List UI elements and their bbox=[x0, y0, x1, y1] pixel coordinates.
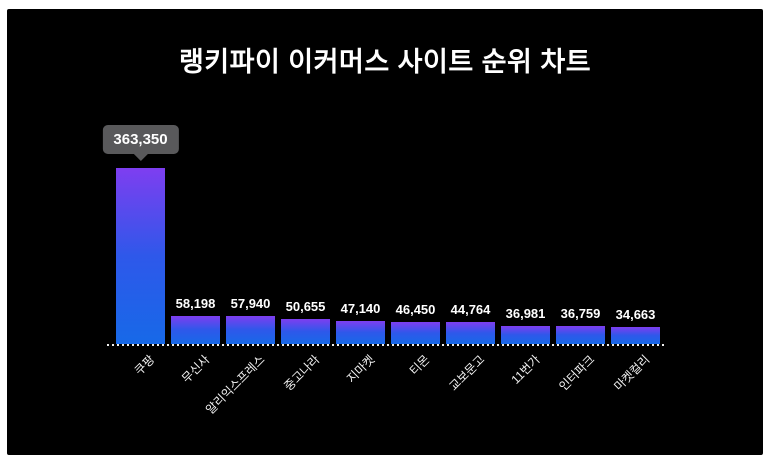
bar-value-label: 57,940 bbox=[230, 296, 271, 311]
tooltip-pointer-icon bbox=[133, 154, 148, 161]
bar-티몬[interactable] bbox=[391, 322, 440, 344]
bar-value-label: 46,450 bbox=[395, 302, 436, 317]
x-axis-label: 티몬 bbox=[407, 352, 433, 378]
value-tooltip: 363,350 bbox=[102, 125, 179, 161]
chart-panel: 랭키파이 이커머스 사이트 순위 차트 363,350 쿠팡 58,198 무신사 57… bbox=[7, 9, 763, 455]
bar-value-label: 44,764 bbox=[450, 302, 491, 317]
bar-value-label: 58,198 bbox=[175, 296, 216, 311]
x-axis-label: 마켓컬리 bbox=[611, 352, 653, 394]
bar-value-label: 47,140 bbox=[340, 301, 381, 316]
x-axis-label: 11번가 bbox=[508, 352, 543, 387]
bar-알리익스프레스[interactable] bbox=[226, 316, 275, 344]
chart-title: 랭키파이 이커머스 사이트 순위 차트 bbox=[178, 47, 592, 77]
x-axis-label: 쿠팡 bbox=[132, 352, 158, 378]
bar-인터파크[interactable] bbox=[556, 326, 605, 344]
bar-11번가[interactable] bbox=[501, 326, 550, 344]
bar-value-label: 50,655 bbox=[285, 299, 326, 314]
bar-chart: 363,350 쿠팡 58,198 무신사 57,940 알리익스프레스 50,655 중고나… bbox=[7, 9, 763, 455]
x-axis-label: 지마켓 bbox=[344, 352, 378, 386]
bar-쿠팡[interactable] bbox=[116, 168, 165, 344]
x-axis-label: 인터파크 bbox=[556, 352, 598, 394]
bar-무신사[interactable] bbox=[171, 316, 220, 344]
x-axis-label: 교보문고 bbox=[446, 352, 488, 394]
bar-value-label: 36,759 bbox=[560, 306, 601, 321]
bar-value-label: 36,981 bbox=[505, 306, 546, 321]
tooltip-value: 363,350 bbox=[102, 125, 179, 154]
bar-지마켓[interactable] bbox=[336, 321, 385, 344]
x-axis-label: 무신사 bbox=[179, 352, 213, 386]
x-axis-label: 중고나라 bbox=[281, 352, 323, 394]
bar-value-label: 34,663 bbox=[615, 307, 656, 322]
bar-마켓컬리[interactable] bbox=[611, 327, 660, 344]
bar-중고나라[interactable] bbox=[281, 319, 330, 344]
bar-교보문고[interactable] bbox=[446, 322, 495, 344]
x-axis-baseline bbox=[107, 344, 664, 346]
